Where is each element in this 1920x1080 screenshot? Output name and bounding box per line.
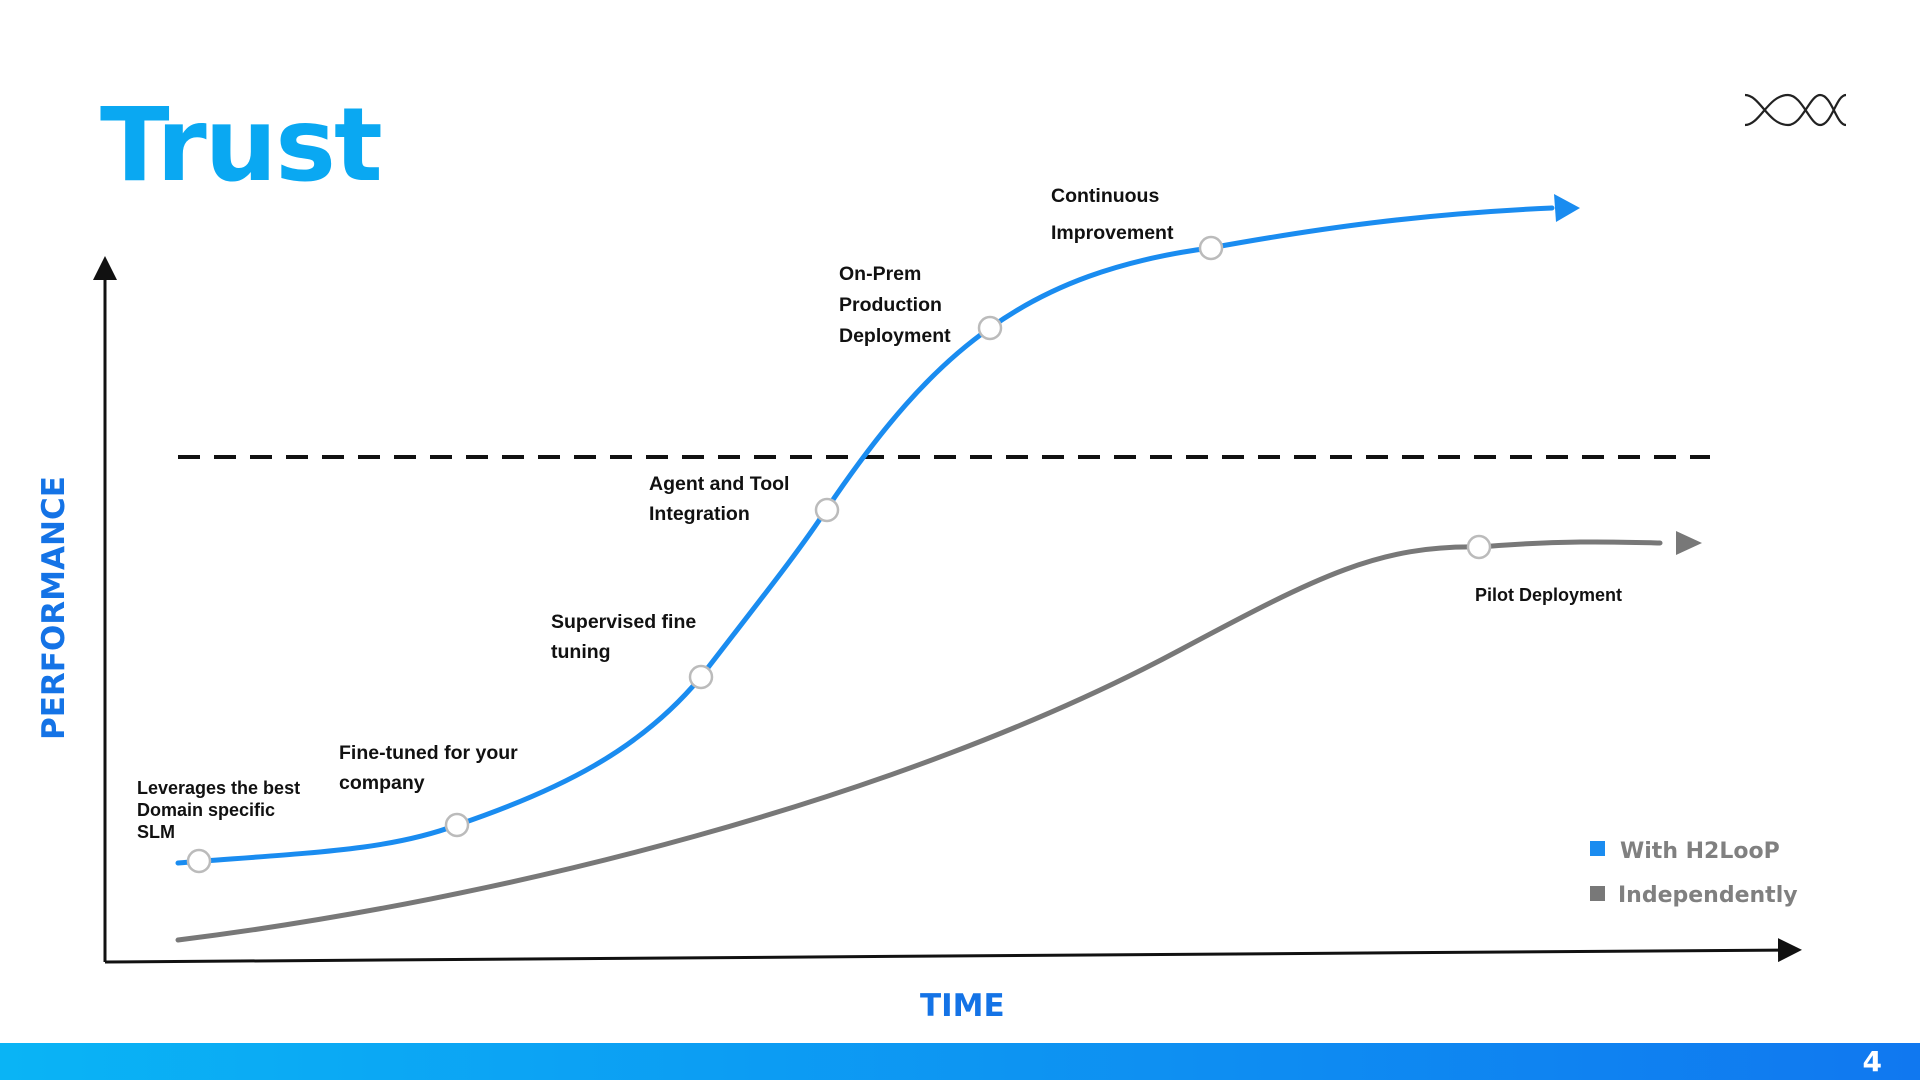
independently-curve (175, 539, 1663, 943)
milestone-marker (1466, 534, 1492, 560)
milestone-label: On-Prem Production Deployment (839, 263, 951, 347)
milestone-label: Agent and Tool Integration (649, 473, 795, 525)
x-axis-title: TIME (920, 988, 1005, 1024)
y-axis-title: PERFORMANCE (36, 476, 72, 740)
legend-swatch-with-h2loop (1590, 841, 1605, 856)
milestone-label: Continuous Improvement (1051, 185, 1174, 244)
with-h2loop-arrowhead (1554, 194, 1580, 222)
milestone-label: Pilot Deployment (1475, 585, 1622, 605)
milestone-marker (688, 664, 714, 690)
milestone-label: Supervised fine tuning (551, 611, 702, 663)
legend-swatch-independently (1590, 886, 1605, 901)
h2loop-logo-icon (1740, 85, 1850, 140)
slide-title: Trust (100, 86, 383, 205)
milestone-marker (444, 812, 470, 838)
page-number: 4 (1862, 1045, 1882, 1078)
independently-arrowhead (1676, 531, 1702, 555)
legend-label-with-h2loop: With H2LooP (1620, 839, 1780, 864)
milestone-marker (1198, 235, 1224, 261)
milestone-label: Leverages the best Domain specific SLM (137, 778, 305, 842)
milestone-marker (186, 848, 212, 874)
x-axis (104, 938, 1802, 964)
milestone-marker (977, 315, 1003, 341)
milestone-marker (814, 497, 840, 523)
footer-bar (0, 1043, 1920, 1080)
legend-label-independently: Independently (1618, 883, 1798, 908)
milestone-label: Fine-tuned for your company (339, 742, 523, 794)
